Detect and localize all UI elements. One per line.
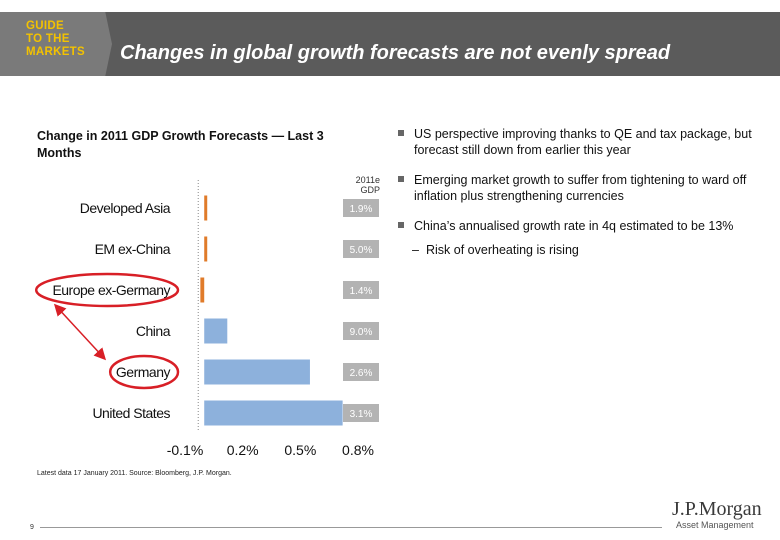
bullet-item: China’s annualised growth rate in 4q est…: [396, 218, 766, 234]
gdp-label: 3.1%: [350, 409, 373, 420]
highlight-ellipse: [34, 272, 180, 308]
logo-subtitle: Asset Management: [676, 520, 754, 530]
x-tick-label: 0.2%: [227, 442, 259, 458]
source-note: Latest data 17 January 2011. Source: Blo…: [37, 470, 232, 477]
gdp-label: 5.0%: [350, 245, 373, 256]
gdp-label-box: [343, 363, 379, 381]
gdp-label: 2.6%: [350, 368, 373, 379]
bar: [204, 359, 310, 385]
gdp-label-box: [343, 199, 379, 217]
x-tick-label: 0.8%: [342, 442, 374, 458]
gdp-label-box: [343, 240, 379, 258]
bar: [204, 318, 228, 344]
category-label: Developed Asia: [80, 200, 171, 216]
gdp-label: 1.4%: [350, 286, 373, 297]
footer-divider: [40, 527, 662, 528]
sub-bullet-item: – Risk of overheating is rising: [396, 242, 766, 258]
gdp-label-box: [343, 322, 379, 340]
category-label: United States: [92, 405, 170, 421]
category-label: Germany: [116, 364, 171, 380]
x-tick-label: 0.5%: [284, 442, 316, 458]
gdp-column-header: 2011e GDP: [355, 175, 380, 195]
bar: [200, 277, 205, 303]
highlight-ellipse: [108, 354, 180, 390]
x-tick-label: -0.1%: [167, 442, 204, 458]
guide-badge: [0, 12, 112, 76]
gdp-label: 1.9%: [350, 204, 373, 215]
square-bullet-icon: [398, 130, 404, 136]
page-number: 9: [30, 524, 34, 531]
bar: [204, 236, 208, 262]
gdp-label-box: [343, 281, 379, 299]
sub-bullet-text: Risk of overheating is rising: [426, 243, 579, 257]
header-bar: [0, 12, 780, 76]
bullet-item: US perspective improving thanks to QE an…: [396, 126, 766, 158]
square-bullet-icon: [398, 176, 404, 182]
dash-icon: –: [412, 243, 419, 257]
category-label: Europe ex-Germany: [52, 282, 170, 298]
bullet-text: Emerging market growth to suffer from ti…: [414, 173, 747, 203]
connector-arrow: [53, 303, 107, 361]
bullet-text: China’s annualised growth rate in 4q est…: [414, 219, 734, 233]
category-label: EM ex-China: [95, 241, 171, 257]
bullet-list: US perspective improving thanks to QE an…: [396, 126, 766, 258]
chart-title: Change in 2011 GDP Growth Forecasts — La…: [37, 129, 324, 160]
bullet-text: US perspective improving thanks to QE an…: [414, 127, 752, 157]
jpmorgan-logo: J.P.Morgan: [672, 498, 762, 520]
gdp-label-box: [343, 404, 379, 422]
square-bullet-icon: [398, 222, 404, 228]
bar: [204, 195, 208, 221]
gdp-label: 9.0%: [350, 327, 373, 338]
category-label: China: [136, 323, 171, 339]
bar: [204, 400, 343, 426]
bullet-item: Emerging market growth to suffer from ti…: [396, 172, 766, 204]
page-title: Changes in global growth forecasts are n…: [120, 42, 671, 64]
guide-badge-text: GUIDE TO THE MARKETS: [26, 20, 85, 58]
